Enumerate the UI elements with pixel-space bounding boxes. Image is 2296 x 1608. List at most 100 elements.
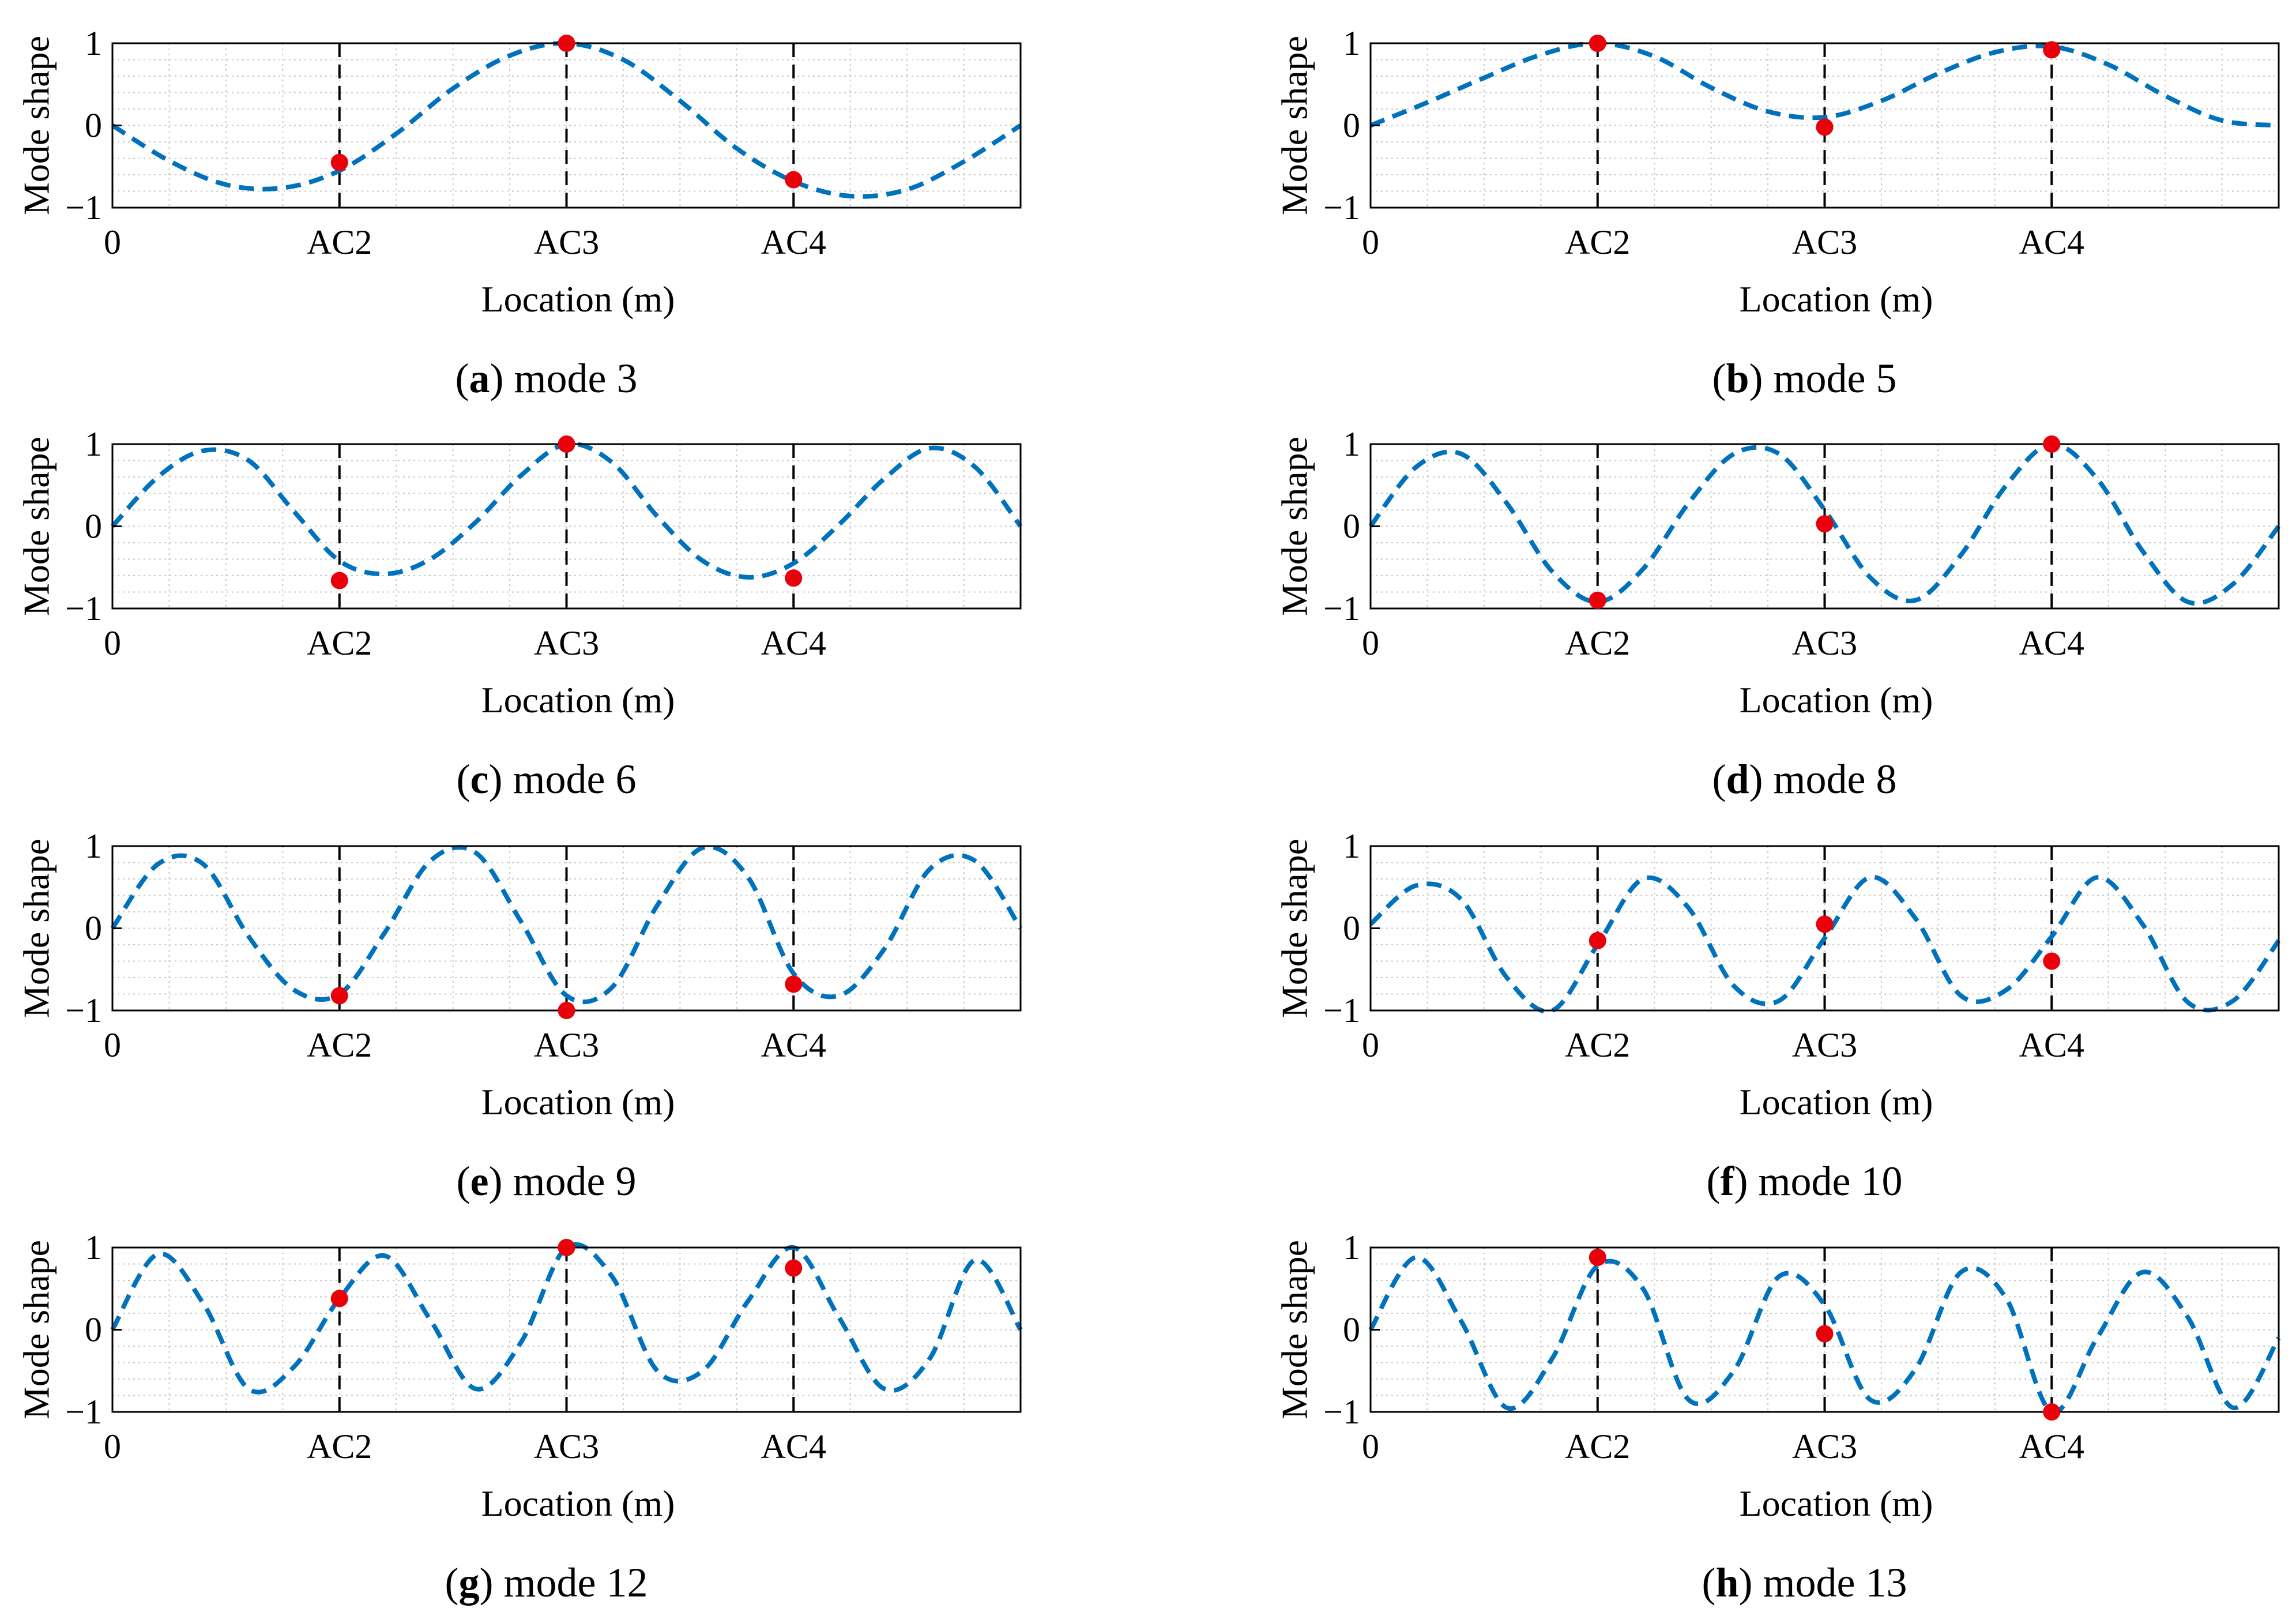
caption-paren-close: ) <box>1734 1158 1759 1204</box>
x-tick-label: 0 <box>104 223 121 261</box>
caption-text: mode 9 <box>513 1158 636 1204</box>
y-tick-label: −1 <box>1323 189 1360 227</box>
x-tick-label: AC2 <box>307 1026 372 1064</box>
x-tick-label: AC2 <box>307 1427 372 1466</box>
sensor-marker <box>330 572 348 589</box>
x-tick-label: AC3 <box>534 1026 599 1064</box>
x-tick-label: 0 <box>104 1026 121 1064</box>
caption-text: mode 5 <box>1774 355 1897 401</box>
caption-text: mode 3 <box>514 355 638 401</box>
x-tick-label: AC4 <box>2019 1427 2084 1466</box>
y-tick-label: 1 <box>85 827 102 865</box>
caption-letter: d <box>1726 756 1749 802</box>
caption-paren-close: ) <box>1749 355 1774 401</box>
x-tick-label: AC3 <box>534 624 599 662</box>
y-tick-label: −1 <box>1323 1393 1360 1431</box>
x-tick-label: AC4 <box>761 624 826 662</box>
x-tick-label: AC2 <box>307 223 372 261</box>
y-tick-label: 1 <box>85 1228 102 1267</box>
caption-text: mode 13 <box>1763 1560 1907 1606</box>
x-tick-label: 0 <box>1362 624 1379 662</box>
sensor-marker <box>1589 931 1606 949</box>
caption-letter: a <box>469 355 490 401</box>
x-tick-label: AC4 <box>761 1427 826 1466</box>
sensor-marker <box>1816 1325 1834 1343</box>
sensor-marker <box>330 1290 348 1308</box>
caption-paren-open: ( <box>1712 756 1726 802</box>
y-tick-label: −1 <box>1323 991 1360 1030</box>
x-tick-label: AC3 <box>534 1427 599 1466</box>
x-tick-label: 0 <box>104 1427 121 1466</box>
caption-text: mode 8 <box>1774 756 1897 802</box>
caption-letter: c <box>471 756 489 802</box>
caption-paren-open: ( <box>445 1560 459 1606</box>
y-tick-label: 0 <box>1343 508 1360 546</box>
y-tick-label: −1 <box>1323 589 1360 628</box>
y-tick-label: 0 <box>1343 910 1360 948</box>
sensor-marker <box>785 1259 803 1277</box>
x-tick-label: AC4 <box>2019 223 2084 261</box>
mode-shape-curve <box>1369 40 2279 128</box>
caption-text: mode 12 <box>504 1560 648 1606</box>
sensor-marker <box>330 987 348 1005</box>
caption-paren-close: ) <box>489 1158 513 1204</box>
x-tick-label: AC3 <box>1792 1427 1857 1466</box>
caption-paren-open: ( <box>457 1158 471 1204</box>
y-tick-label: 1 <box>1343 1228 1360 1267</box>
y-tick-label: 0 <box>1343 1311 1360 1349</box>
y-axis-title: Mode shape <box>16 1240 57 1419</box>
panel-caption: (h) mode 13 <box>1702 1560 1907 1606</box>
mode-shape-curve <box>110 1242 1023 1395</box>
x-axis-title: Location (m) <box>1740 1483 1933 1524</box>
sensor-marker <box>1589 1249 1606 1267</box>
x-tick-label: 0 <box>1362 1026 1379 1064</box>
x-axis-title: Location (m) <box>481 1081 675 1122</box>
caption-letter: h <box>1715 1560 1738 1606</box>
panel-caption: (b) mode 5 <box>1712 355 1897 401</box>
y-tick-label: 1 <box>1343 425 1360 463</box>
sensor-marker <box>2043 435 2061 453</box>
panel-caption: (g) mode 12 <box>445 1560 648 1606</box>
caption-text: mode 6 <box>513 756 636 802</box>
y-tick-label: 1 <box>1343 827 1360 865</box>
y-tick-label: 0 <box>85 107 102 145</box>
grid <box>1371 43 2279 208</box>
mode-shape-curve <box>1369 874 2281 1014</box>
y-tick-label: 0 <box>85 508 102 546</box>
y-tick-label: 1 <box>1343 24 1360 62</box>
x-tick-label: AC4 <box>2019 624 2084 662</box>
caption-paren-close: ) <box>1749 756 1774 802</box>
x-tick-label: AC3 <box>1792 1026 1857 1064</box>
sensor-marker <box>1816 915 1834 933</box>
x-axis-title: Location (m) <box>481 679 675 720</box>
caption-letter: b <box>1726 355 1749 401</box>
y-tick-label: 0 <box>85 1311 102 1349</box>
y-tick-label: −1 <box>65 1393 102 1431</box>
x-tick-label: AC3 <box>534 223 599 261</box>
grid <box>112 1248 1021 1412</box>
sensor-marker <box>785 171 803 189</box>
x-tick-label: AC2 <box>1565 1427 1630 1466</box>
y-tick-label: −1 <box>65 991 102 1030</box>
panel-caption: (d) mode 8 <box>1712 756 1897 802</box>
sensor-marker <box>1589 591 1606 609</box>
panel-caption: (a) mode 3 <box>456 355 638 401</box>
sensor-marker <box>558 1002 575 1019</box>
sensor-marker <box>1816 515 1834 533</box>
x-tick-label: AC3 <box>1792 624 1857 662</box>
caption-paren-open: ( <box>457 756 471 802</box>
y-axis-title: Mode shape <box>1274 839 1315 1018</box>
y-tick-label: 1 <box>85 24 102 62</box>
y-axis-title: Mode shape <box>1274 1240 1315 1419</box>
x-axis-title: Location (m) <box>481 279 675 320</box>
x-tick-label: AC2 <box>1565 223 1630 261</box>
sensor-marker <box>1816 118 1834 136</box>
y-axis-title: Mode shape <box>16 437 57 616</box>
x-tick-label: AC2 <box>307 624 372 662</box>
